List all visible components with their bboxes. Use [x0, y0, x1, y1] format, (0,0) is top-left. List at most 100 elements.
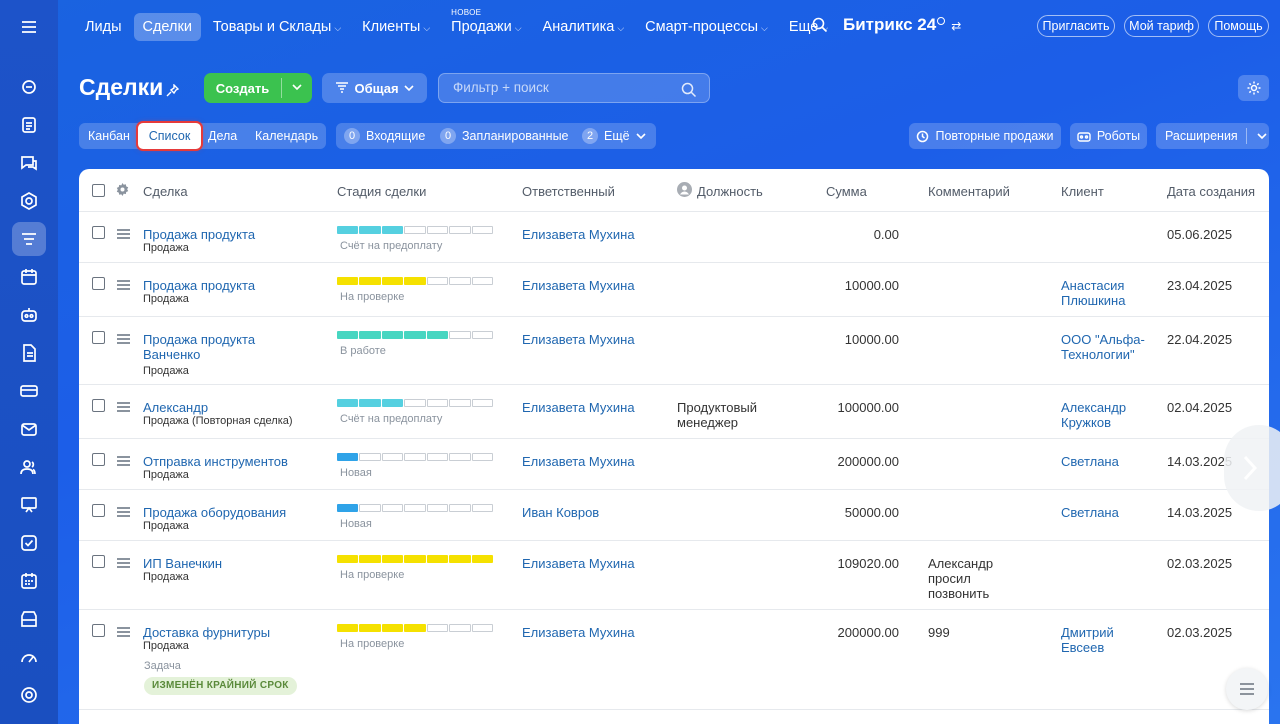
stage-segment[interactable] [471, 399, 493, 407]
nav-item-7[interactable]: Еще ⌵ [780, 13, 837, 41]
robot-icon[interactable] [12, 298, 46, 332]
stage-segment[interactable] [337, 624, 359, 632]
schedule-icon[interactable] [12, 564, 46, 598]
row-checkbox[interactable] [92, 331, 105, 344]
stage-segment[interactable] [426, 504, 449, 512]
responsible-link[interactable]: Елизавета Мухина [522, 278, 635, 293]
column-comment[interactable]: Комментарий [928, 184, 1010, 199]
speedometer-icon[interactable] [12, 640, 46, 674]
nav-item-6[interactable]: Смарт-процессы ⌵ [636, 13, 777, 41]
drag-handle-icon[interactable] [117, 229, 130, 241]
stage-segment[interactable] [359, 331, 381, 339]
stage-segment[interactable] [471, 504, 493, 512]
stage-segment[interactable] [449, 504, 471, 512]
presentation-icon[interactable] [12, 488, 46, 522]
brand-logo[interactable]: Битрикс 24 ⇄ [843, 15, 961, 35]
stage-segment[interactable] [426, 624, 449, 632]
column-created[interactable]: Дата создания [1167, 184, 1256, 199]
client-link[interactable]: Светлана [1061, 505, 1119, 520]
category-select[interactable]: Общая [322, 73, 427, 103]
stage-segment[interactable] [337, 226, 359, 234]
drag-handle-icon[interactable] [117, 456, 130, 468]
settings-icon[interactable] [12, 678, 46, 712]
nav-item-2[interactable]: Товары и Склады ⌵ [204, 13, 350, 41]
row-checkbox[interactable] [92, 504, 105, 517]
stage-progress[interactable] [337, 331, 493, 339]
responsible-link[interactable]: Елизавета Мухина [522, 454, 635, 469]
nav-item-4[interactable]: НОВОЕ Продажи ⌵ [442, 8, 530, 41]
drag-handle-icon[interactable] [117, 280, 130, 292]
stage-segment[interactable] [337, 504, 359, 512]
counter-incoming[interactable]: 0 Входящие [344, 123, 425, 149]
tab-calendar[interactable]: Календарь [255, 129, 319, 143]
calendar-icon[interactable] [12, 260, 46, 294]
stage-segment[interactable] [381, 624, 404, 632]
nav-item-1[interactable]: Сделки [133, 12, 201, 41]
nav-item-3[interactable]: Клиенты ⌵ [353, 13, 439, 41]
column-position[interactable]: Должность [697, 184, 763, 199]
stage-segment[interactable] [337, 555, 359, 563]
stage-segment[interactable] [381, 331, 404, 339]
stage-segment[interactable] [426, 399, 449, 407]
deal-name-link[interactable]: Продажа продукта [143, 278, 256, 293]
menu-icon[interactable] [12, 10, 46, 44]
extensions-button[interactable]: Расширения [1156, 123, 1269, 149]
mail-icon[interactable] [12, 412, 46, 446]
stage-segment[interactable] [471, 277, 493, 285]
column-sum[interactable]: Сумма [826, 184, 867, 199]
column-stage[interactable]: Стадия сделки [337, 184, 427, 199]
stage-segment[interactable] [471, 555, 493, 563]
row-checkbox[interactable] [92, 277, 105, 290]
card-icon[interactable] [12, 374, 46, 408]
column-client[interactable]: Клиент [1061, 184, 1104, 199]
stage-segment[interactable] [404, 504, 426, 512]
counter-more[interactable]: 2 Ещё [582, 123, 646, 149]
deal-name-link[interactable]: Доставка фурнитуры [143, 625, 271, 640]
filter-search-input[interactable]: Фильтр + поиск [438, 73, 710, 103]
stage-progress[interactable] [337, 399, 493, 407]
stage-segment[interactable] [381, 399, 404, 407]
stage-segment[interactable] [471, 226, 493, 234]
stage-segment[interactable] [381, 555, 404, 563]
nav-item-5[interactable]: Аналитика ⌵ [534, 13, 634, 41]
list-menu-button[interactable] [1226, 668, 1268, 710]
deal-name-link[interactable]: Александр [143, 400, 209, 415]
stage-segment[interactable] [404, 453, 426, 461]
create-button[interactable]: Создать [204, 73, 312, 103]
toggle-icon[interactable]: ⇄ [951, 19, 962, 33]
deal-name-link[interactable]: ИП Ванечкин [143, 556, 223, 571]
deal-name-link[interactable]: Продажа оборудования [143, 505, 287, 520]
invite-button[interactable]: Пригласить [1037, 15, 1115, 37]
tab-activities[interactable]: Дела [208, 129, 238, 143]
stage-segment[interactable] [471, 331, 493, 339]
gear-icon[interactable] [1238, 75, 1269, 101]
crm-filter-icon[interactable] [12, 222, 46, 256]
stage-segment[interactable] [426, 226, 449, 234]
stage-segment[interactable] [337, 277, 359, 285]
stage-segment[interactable] [359, 399, 381, 407]
stage-progress[interactable] [337, 453, 493, 461]
stage-segment[interactable] [404, 331, 426, 339]
client-link[interactable]: ООО "Альфа-Технологии" [1061, 332, 1145, 362]
stage-segment[interactable] [449, 399, 471, 407]
responsible-link[interactable]: Елизавета Мухина [522, 400, 635, 415]
gear-icon[interactable] [116, 183, 129, 201]
row-checkbox[interactable] [92, 399, 105, 412]
stage-segment[interactable] [404, 277, 426, 285]
tab-list[interactable]: Список [138, 123, 201, 149]
search-icon[interactable] [812, 17, 828, 38]
tasks-icon[interactable] [12, 108, 46, 142]
stage-progress[interactable] [337, 624, 493, 632]
row-checkbox[interactable] [92, 555, 105, 568]
responsible-link[interactable]: Елизавета Мухина [522, 556, 635, 571]
deal-name-link[interactable]: Отправка инструментов [143, 454, 288, 469]
stage-segment[interactable] [404, 624, 426, 632]
column-deal[interactable]: Сделка [143, 184, 188, 199]
row-checkbox[interactable] [92, 624, 105, 637]
stage-segment[interactable] [359, 226, 381, 234]
drag-handle-icon[interactable] [117, 334, 130, 346]
stage-segment[interactable] [337, 399, 359, 407]
chevron-down-icon[interactable] [1257, 132, 1267, 140]
responsible-link[interactable]: Иван Ковров [522, 505, 600, 520]
stage-segment[interactable] [449, 624, 471, 632]
